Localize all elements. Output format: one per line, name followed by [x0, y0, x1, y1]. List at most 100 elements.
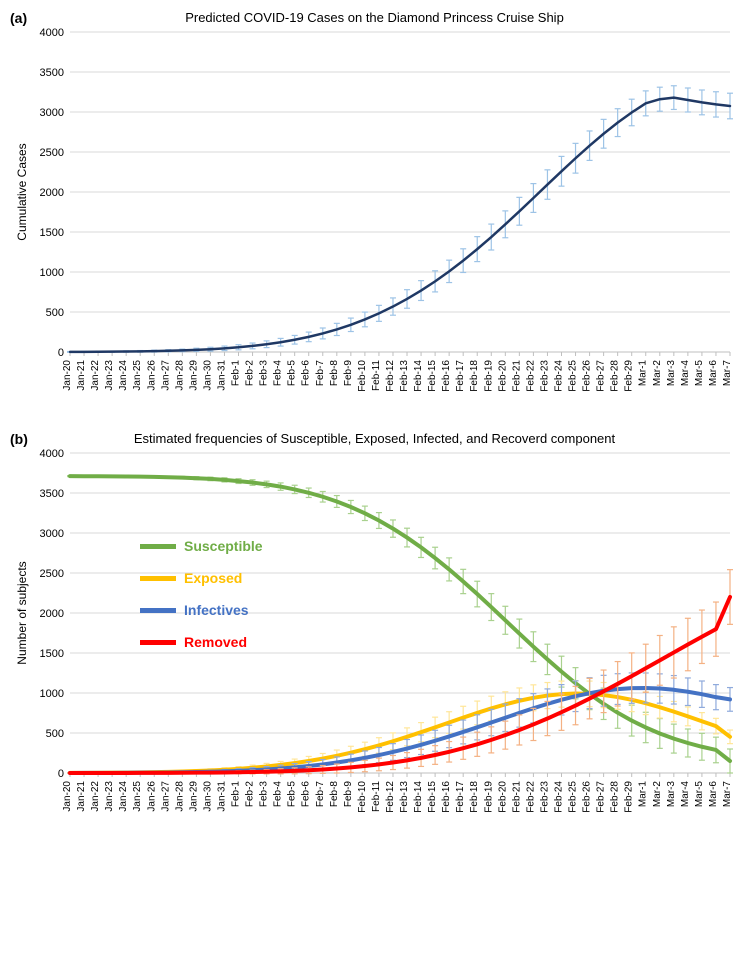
svg-text:Feb-2: Feb-2 [245, 781, 256, 808]
svg-text:4000: 4000 [40, 27, 64, 39]
svg-text:Feb-27: Feb-27 [596, 360, 607, 392]
svg-text:Jan-31: Jan-31 [216, 781, 227, 812]
svg-text:Feb-1: Feb-1 [231, 781, 242, 808]
svg-text:Feb-3: Feb-3 [259, 781, 270, 808]
svg-text:Jan-26: Jan-26 [146, 781, 157, 812]
svg-text:2500: 2500 [40, 147, 64, 159]
svg-text:Jan-25: Jan-25 [132, 360, 143, 391]
svg-text:Mar-5: Mar-5 [694, 781, 705, 808]
legend-label-infectives: Infectives [184, 602, 249, 618]
svg-text:Jan-21: Jan-21 [76, 781, 87, 812]
svg-text:500: 500 [46, 728, 64, 740]
svg-text:Jan-28: Jan-28 [174, 360, 185, 391]
svg-text:1000: 1000 [40, 267, 64, 279]
svg-text:3000: 3000 [40, 528, 64, 540]
svg-text:Mar-6: Mar-6 [708, 360, 719, 387]
chart-a-title: Predicted COVID-19 Cases on the Diamond … [10, 10, 739, 25]
svg-text:Feb-22: Feb-22 [525, 781, 536, 813]
svg-text:500: 500 [46, 307, 64, 319]
svg-text:Jan-20: Jan-20 [62, 360, 73, 391]
svg-text:Feb-18: Feb-18 [469, 781, 480, 813]
svg-text:Feb-28: Feb-28 [610, 781, 621, 813]
legend-item-exposed: Exposed [140, 570, 263, 586]
svg-text:Jan-23: Jan-23 [104, 781, 115, 812]
svg-text:Feb-22: Feb-22 [525, 360, 536, 392]
svg-text:Jan-27: Jan-27 [160, 781, 171, 812]
svg-text:Feb-15: Feb-15 [427, 781, 438, 813]
svg-text:1500: 1500 [40, 648, 64, 660]
legend-item-infectives: Infectives [140, 602, 263, 618]
svg-text:Mar-7: Mar-7 [722, 360, 733, 387]
svg-text:Feb-13: Feb-13 [399, 360, 410, 392]
svg-text:Jan-26: Jan-26 [146, 360, 157, 391]
svg-text:Jan-30: Jan-30 [202, 781, 213, 812]
svg-text:Feb-20: Feb-20 [497, 781, 508, 813]
svg-text:Feb-6: Feb-6 [301, 360, 312, 387]
chart-b-svg: 05001000150020002500300035004000Jan-20Ja… [10, 448, 740, 833]
svg-text:Feb-28: Feb-28 [610, 360, 621, 392]
svg-text:Feb-7: Feb-7 [315, 360, 326, 387]
svg-text:Feb-6: Feb-6 [301, 781, 312, 808]
panel-a-label: (a) [10, 10, 27, 26]
svg-text:Feb-18: Feb-18 [469, 360, 480, 392]
legend-swatch-infectives [140, 608, 176, 613]
legend-item-susceptible: Susceptible [140, 538, 263, 554]
svg-text:Feb-29: Feb-29 [624, 781, 635, 813]
svg-text:Mar-7: Mar-7 [722, 781, 733, 808]
svg-text:4000: 4000 [40, 448, 64, 460]
svg-text:Feb-17: Feb-17 [455, 781, 466, 813]
svg-text:Feb-9: Feb-9 [343, 360, 354, 387]
svg-text:Jan-30: Jan-30 [202, 360, 213, 391]
svg-text:Feb-9: Feb-9 [343, 781, 354, 808]
svg-text:0: 0 [58, 768, 64, 780]
svg-text:Feb-23: Feb-23 [539, 781, 550, 813]
svg-text:Jan-27: Jan-27 [160, 360, 171, 391]
svg-text:Feb-7: Feb-7 [315, 781, 326, 808]
panel-b-label: (b) [10, 431, 28, 447]
panel-b: (b) Estimated frequencies of Susceptible… [10, 431, 739, 838]
svg-text:Jan-20: Jan-20 [62, 781, 73, 812]
svg-text:Feb-15: Feb-15 [427, 360, 438, 392]
legend-label-exposed: Exposed [184, 570, 242, 586]
svg-text:2000: 2000 [40, 608, 64, 620]
legend-swatch-exposed [140, 576, 176, 581]
svg-text:1000: 1000 [40, 688, 64, 700]
chart-a-area: Cumulative Cases 05001000150020002500300… [10, 27, 739, 417]
svg-text:Jan-28: Jan-28 [174, 781, 185, 812]
legend-label-susceptible: Susceptible [184, 538, 263, 554]
svg-text:Feb-2: Feb-2 [245, 360, 256, 387]
svg-text:Mar-2: Mar-2 [652, 781, 663, 808]
svg-text:Mar-6: Mar-6 [708, 781, 719, 808]
svg-text:Feb-16: Feb-16 [441, 781, 452, 813]
svg-text:Feb-19: Feb-19 [483, 781, 494, 813]
svg-text:Jan-29: Jan-29 [188, 360, 199, 391]
svg-text:Feb-21: Feb-21 [511, 360, 522, 392]
svg-text:Feb-24: Feb-24 [553, 360, 564, 392]
svg-text:Feb-27: Feb-27 [596, 781, 607, 813]
legend-item-removed: Removed [140, 634, 263, 650]
svg-text:Jan-24: Jan-24 [118, 781, 129, 812]
svg-text:Feb-21: Feb-21 [511, 781, 522, 813]
svg-text:Jan-29: Jan-29 [188, 781, 199, 812]
svg-text:Feb-11: Feb-11 [371, 781, 382, 812]
svg-text:Feb-4: Feb-4 [273, 781, 284, 808]
svg-text:3500: 3500 [40, 488, 64, 500]
svg-text:Feb-16: Feb-16 [441, 360, 452, 392]
legend-label-removed: Removed [184, 634, 247, 650]
svg-text:Feb-4: Feb-4 [273, 360, 284, 387]
svg-text:Feb-10: Feb-10 [357, 781, 368, 813]
svg-text:Feb-1: Feb-1 [231, 360, 242, 387]
chart-a-ylabel: Cumulative Cases [15, 143, 29, 240]
svg-text:Feb-23: Feb-23 [539, 360, 550, 392]
svg-text:Mar-1: Mar-1 [638, 781, 649, 808]
chart-b-title: Estimated frequencies of Susceptible, Ex… [10, 431, 739, 446]
svg-text:Feb-3: Feb-3 [259, 360, 270, 387]
svg-text:Feb-10: Feb-10 [357, 360, 368, 392]
svg-text:Feb-12: Feb-12 [385, 360, 396, 392]
svg-text:Feb-24: Feb-24 [553, 781, 564, 813]
svg-text:Feb-11: Feb-11 [371, 360, 382, 391]
svg-text:Feb-5: Feb-5 [287, 360, 298, 387]
svg-text:0: 0 [58, 347, 64, 359]
svg-text:Feb-25: Feb-25 [568, 360, 579, 392]
svg-text:Mar-4: Mar-4 [680, 360, 691, 387]
